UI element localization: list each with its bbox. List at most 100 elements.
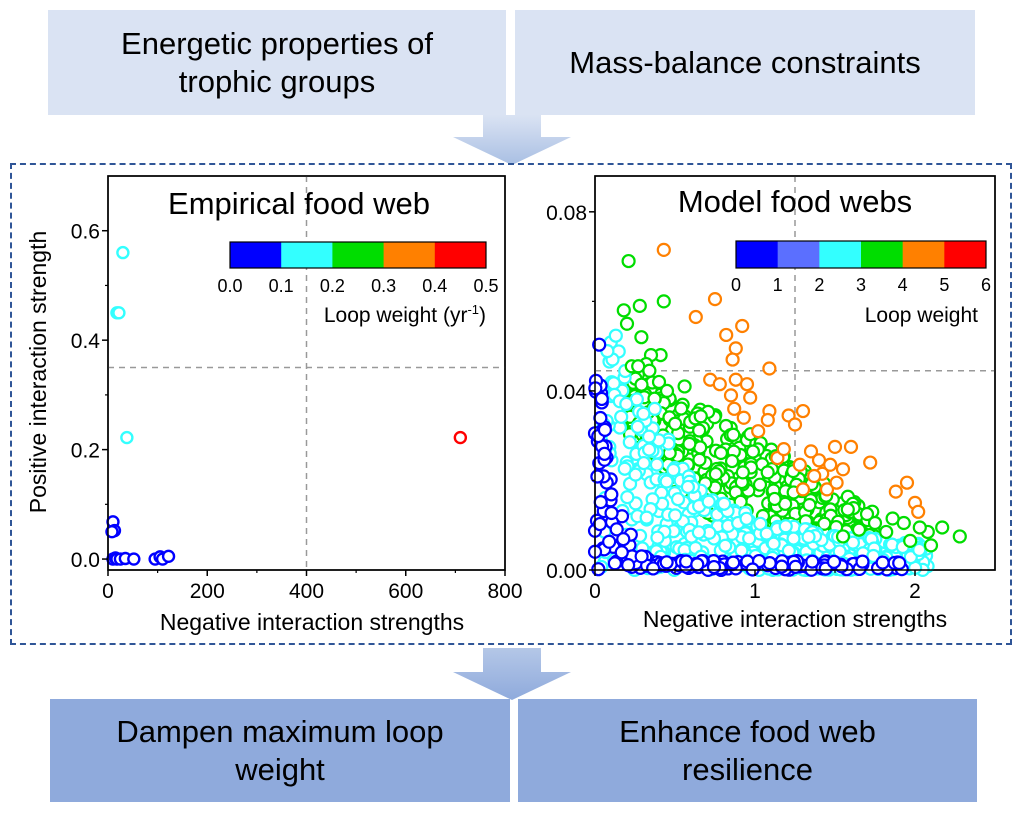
data-point xyxy=(707,292,723,307)
data-point xyxy=(674,401,689,416)
y-axis-label: Positive interaction strength xyxy=(25,231,51,514)
data-point xyxy=(617,461,632,476)
data-point xyxy=(120,430,134,445)
data-point xyxy=(127,552,141,566)
colorbar-border xyxy=(229,241,487,269)
data-point xyxy=(875,555,890,570)
chart-title: Empirical food web xyxy=(168,186,430,221)
data-point xyxy=(668,508,683,523)
data-point xyxy=(609,522,624,537)
data-point xyxy=(827,439,843,454)
colorbar-segment xyxy=(777,241,820,268)
scatter-points xyxy=(105,245,468,566)
data-point xyxy=(867,515,883,531)
colorbar-tick-label: 0.2 xyxy=(320,276,345,296)
data-point xyxy=(735,465,750,480)
input-box-mass-balance: Mass-balance constraints xyxy=(515,10,975,115)
data-point xyxy=(843,439,859,454)
data-point xyxy=(604,487,619,502)
data-point xyxy=(634,549,649,564)
data-point xyxy=(713,445,729,461)
x-tick-label: 600 xyxy=(388,580,423,603)
data-point xyxy=(666,462,681,478)
data-point xyxy=(855,554,870,569)
y-tick-label: 0.2 xyxy=(71,440,100,463)
data-point xyxy=(621,253,636,269)
data-point xyxy=(801,529,816,544)
x-tick-label: 800 xyxy=(487,580,522,603)
data-point xyxy=(591,562,606,577)
output-box-dampen-loop-weight: Dampen maximum loop weight xyxy=(50,699,510,802)
data-point xyxy=(718,538,733,553)
data-point xyxy=(866,548,881,564)
colorbar-tick-label: 0 xyxy=(731,275,741,295)
data-point xyxy=(659,474,674,489)
data-point xyxy=(752,477,768,492)
data-point xyxy=(751,424,766,439)
data-point xyxy=(614,409,629,424)
data-point xyxy=(724,453,740,469)
colorbar-segment xyxy=(230,242,282,268)
data-point xyxy=(805,554,820,569)
data-point xyxy=(604,505,619,521)
data-point xyxy=(743,390,758,405)
x-axis-label: Negative interaction strengths xyxy=(160,609,464,635)
data-point xyxy=(863,455,878,470)
down-arrow-icon xyxy=(453,115,571,165)
data-point xyxy=(885,511,900,526)
data-point xyxy=(593,410,608,426)
data-point xyxy=(641,429,657,444)
output-box-label-line2: weight xyxy=(235,751,325,787)
data-point xyxy=(112,306,126,320)
input-box-label-line2: trophic groups xyxy=(178,63,376,99)
y-tick-label: 0.04 xyxy=(546,381,587,404)
axes: 0 1 2 0.00 0.04 0.08 xyxy=(546,175,996,603)
data-point xyxy=(620,490,635,505)
data-point xyxy=(742,531,757,546)
data-point xyxy=(832,544,847,559)
data-point xyxy=(592,337,607,352)
data-point xyxy=(647,401,662,416)
colorbar-tick-label: 5 xyxy=(939,275,949,295)
colorbar-tick-label: 2 xyxy=(814,275,824,295)
colorbar-border xyxy=(735,240,987,269)
data-point xyxy=(786,531,801,546)
empirical-food-web-chart: Empirical food web 0.0 0.1 0.2 0.3 0.4 0.5 Loo… xyxy=(25,175,523,635)
data-point xyxy=(778,519,793,534)
data-point xyxy=(802,497,817,513)
down-arrow-icon xyxy=(453,648,571,700)
data-point xyxy=(597,446,612,461)
data-point xyxy=(453,430,468,445)
data-point xyxy=(725,352,740,367)
colorbar: 0.0 0.1 0.2 0.3 0.4 0.5 Loop weight (yr-1) xyxy=(217,241,499,327)
chart-title: Model food webs xyxy=(678,184,912,219)
x-tick-label: 200 xyxy=(190,580,225,603)
data-point xyxy=(642,363,657,378)
colorbar-segment xyxy=(861,241,904,268)
output-box-label-line2: resilience xyxy=(682,751,813,787)
data-point xyxy=(602,534,617,549)
data-point xyxy=(680,479,696,495)
colorbar-label-superscript: -1 xyxy=(467,302,479,317)
data-point xyxy=(899,475,915,490)
x-tick-label: 0 xyxy=(102,580,114,603)
data-point xyxy=(692,452,707,467)
data-point xyxy=(823,457,838,472)
x-tick-label: 400 xyxy=(289,580,324,603)
input-box-label-line1: Energetic properties of xyxy=(121,25,433,61)
colorbar-segment xyxy=(281,242,333,268)
data-point xyxy=(606,376,621,391)
data-point xyxy=(753,516,768,531)
data-point xyxy=(845,535,861,550)
data-point xyxy=(668,416,683,431)
output-box-enhance-resilience: Enhance food web resilience xyxy=(518,699,977,802)
reference-lines xyxy=(108,176,505,570)
data-point xyxy=(619,316,635,331)
data-point xyxy=(879,524,894,540)
data-point xyxy=(594,391,609,407)
data-point xyxy=(859,506,875,522)
data-point xyxy=(105,524,119,539)
data-point xyxy=(607,556,622,571)
data-point xyxy=(619,396,634,412)
